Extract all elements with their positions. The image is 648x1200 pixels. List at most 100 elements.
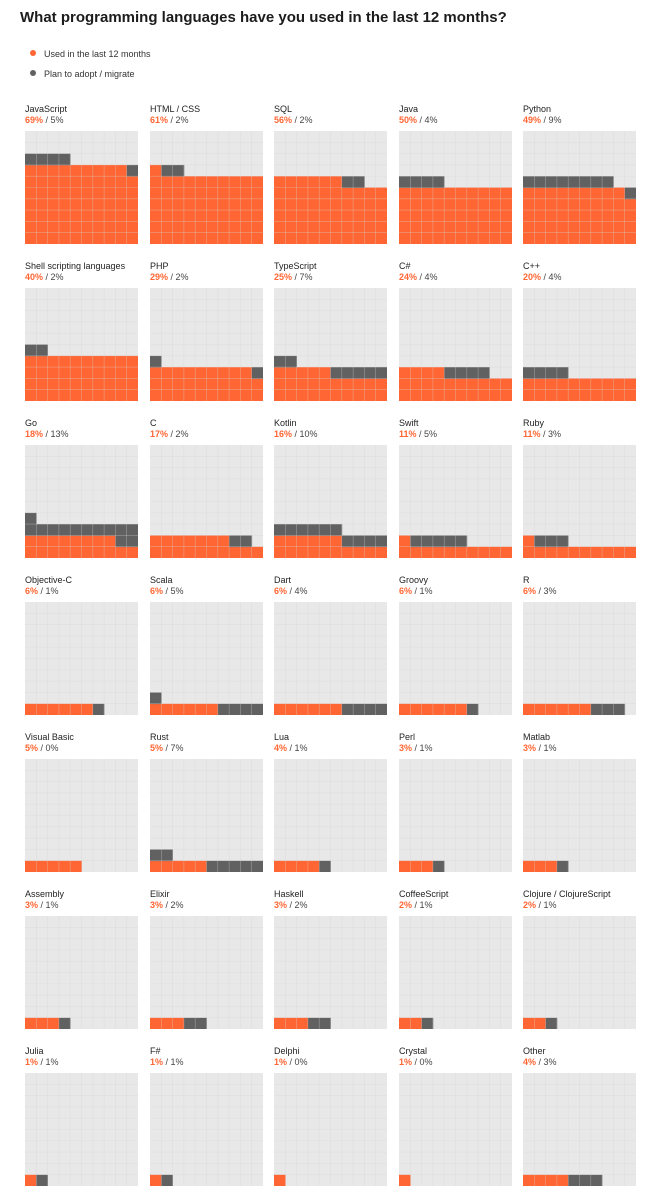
used-square [274, 703, 286, 715]
waffle-grid [399, 1073, 512, 1186]
used-square [410, 232, 422, 244]
used-square [217, 535, 230, 548]
used-square [410, 860, 422, 872]
plan-square [36, 344, 48, 357]
waffle-grid [25, 131, 138, 244]
used-square [206, 210, 219, 222]
plan-square [410, 176, 422, 188]
plan-square [25, 512, 37, 525]
language-percentages: 11% / 5% [399, 429, 437, 440]
language-percentages: 6% / 5% [150, 586, 184, 597]
used-square [421, 389, 434, 401]
language-card: Elixir 3% / 2% [150, 889, 266, 1041]
used-square [183, 198, 196, 211]
used-percent: 6% [274, 586, 288, 596]
used-square [104, 164, 116, 177]
used-square [534, 232, 546, 244]
language-name: Groovy [399, 575, 429, 585]
used-square [296, 176, 309, 188]
used-square [285, 378, 297, 391]
used-square [410, 378, 422, 391]
used-percent: 4% [523, 1057, 537, 1067]
waffle-grid [25, 916, 138, 1029]
plan-percent: / 7% [292, 272, 313, 282]
plan-square [613, 703, 626, 715]
used-square [534, 703, 546, 715]
plan-square [375, 535, 387, 548]
language-percentages: 1% / 0% [399, 1057, 433, 1068]
legend-swatch-used [30, 50, 36, 56]
used-square [568, 389, 580, 401]
used-square [81, 535, 94, 548]
waffle-grid [150, 759, 263, 872]
waffle-grid [399, 445, 512, 558]
language-percentages: 11% / 3% [523, 429, 561, 440]
used-square [36, 232, 48, 244]
used-square [217, 389, 230, 401]
used-square [195, 210, 207, 222]
used-square [534, 187, 546, 200]
used-square [47, 198, 60, 211]
used-square [341, 210, 354, 222]
used-square [150, 198, 162, 211]
used-square [534, 210, 546, 222]
used-square [556, 378, 569, 391]
plan-percent: / 4% [541, 272, 562, 282]
used-square [466, 546, 479, 558]
used-square [602, 378, 614, 391]
used-square [47, 703, 60, 715]
language-name: Rust [150, 732, 169, 742]
used-square [375, 187, 387, 200]
used-square [206, 198, 219, 211]
used-square [466, 210, 479, 222]
used-square [523, 389, 535, 401]
used-square [206, 367, 219, 379]
used-square [353, 389, 365, 401]
used-square [466, 187, 479, 200]
language-percentages: 3% / 1% [399, 743, 433, 754]
legend-item-plan: Plan to adopt / migrate [30, 69, 135, 79]
used-square [172, 546, 185, 558]
used-percent: 11% [399, 429, 417, 439]
used-square [104, 355, 116, 368]
waffle-grid [523, 602, 636, 715]
language-name: JavaScript [25, 104, 68, 114]
used-square [624, 198, 636, 211]
plan-square [341, 535, 354, 548]
used-square [568, 221, 580, 234]
used-square [613, 378, 626, 391]
used-square [251, 221, 263, 234]
used-percent: 6% [523, 586, 537, 596]
used-square [613, 221, 626, 234]
used-square [229, 378, 241, 391]
language-name: Matlab [523, 732, 551, 742]
used-square [590, 187, 603, 200]
used-percent: 1% [25, 1057, 39, 1067]
language-percentages: 40% / 2% [25, 272, 64, 283]
waffle-grid [523, 288, 636, 401]
used-square [104, 546, 116, 558]
used-square [307, 389, 320, 401]
used-square [206, 546, 219, 558]
used-square [161, 198, 173, 211]
waffle-grid [274, 288, 387, 401]
used-square [251, 232, 263, 244]
plan-square [330, 524, 343, 536]
used-square [590, 378, 603, 391]
used-square [489, 198, 502, 211]
used-square [36, 703, 48, 715]
language-percentages: 4% / 1% [274, 743, 308, 754]
used-square [150, 176, 162, 188]
used-square [150, 546, 162, 558]
plan-square [285, 524, 297, 536]
used-square [285, 389, 297, 401]
language-name: Elixir [150, 889, 170, 899]
used-square [466, 389, 479, 401]
used-square [115, 378, 128, 391]
used-percent: 5% [150, 743, 164, 753]
used-square [47, 546, 60, 558]
used-square [206, 176, 219, 188]
used-square [206, 187, 219, 200]
plan-square [126, 524, 138, 536]
plan-square [353, 535, 365, 548]
